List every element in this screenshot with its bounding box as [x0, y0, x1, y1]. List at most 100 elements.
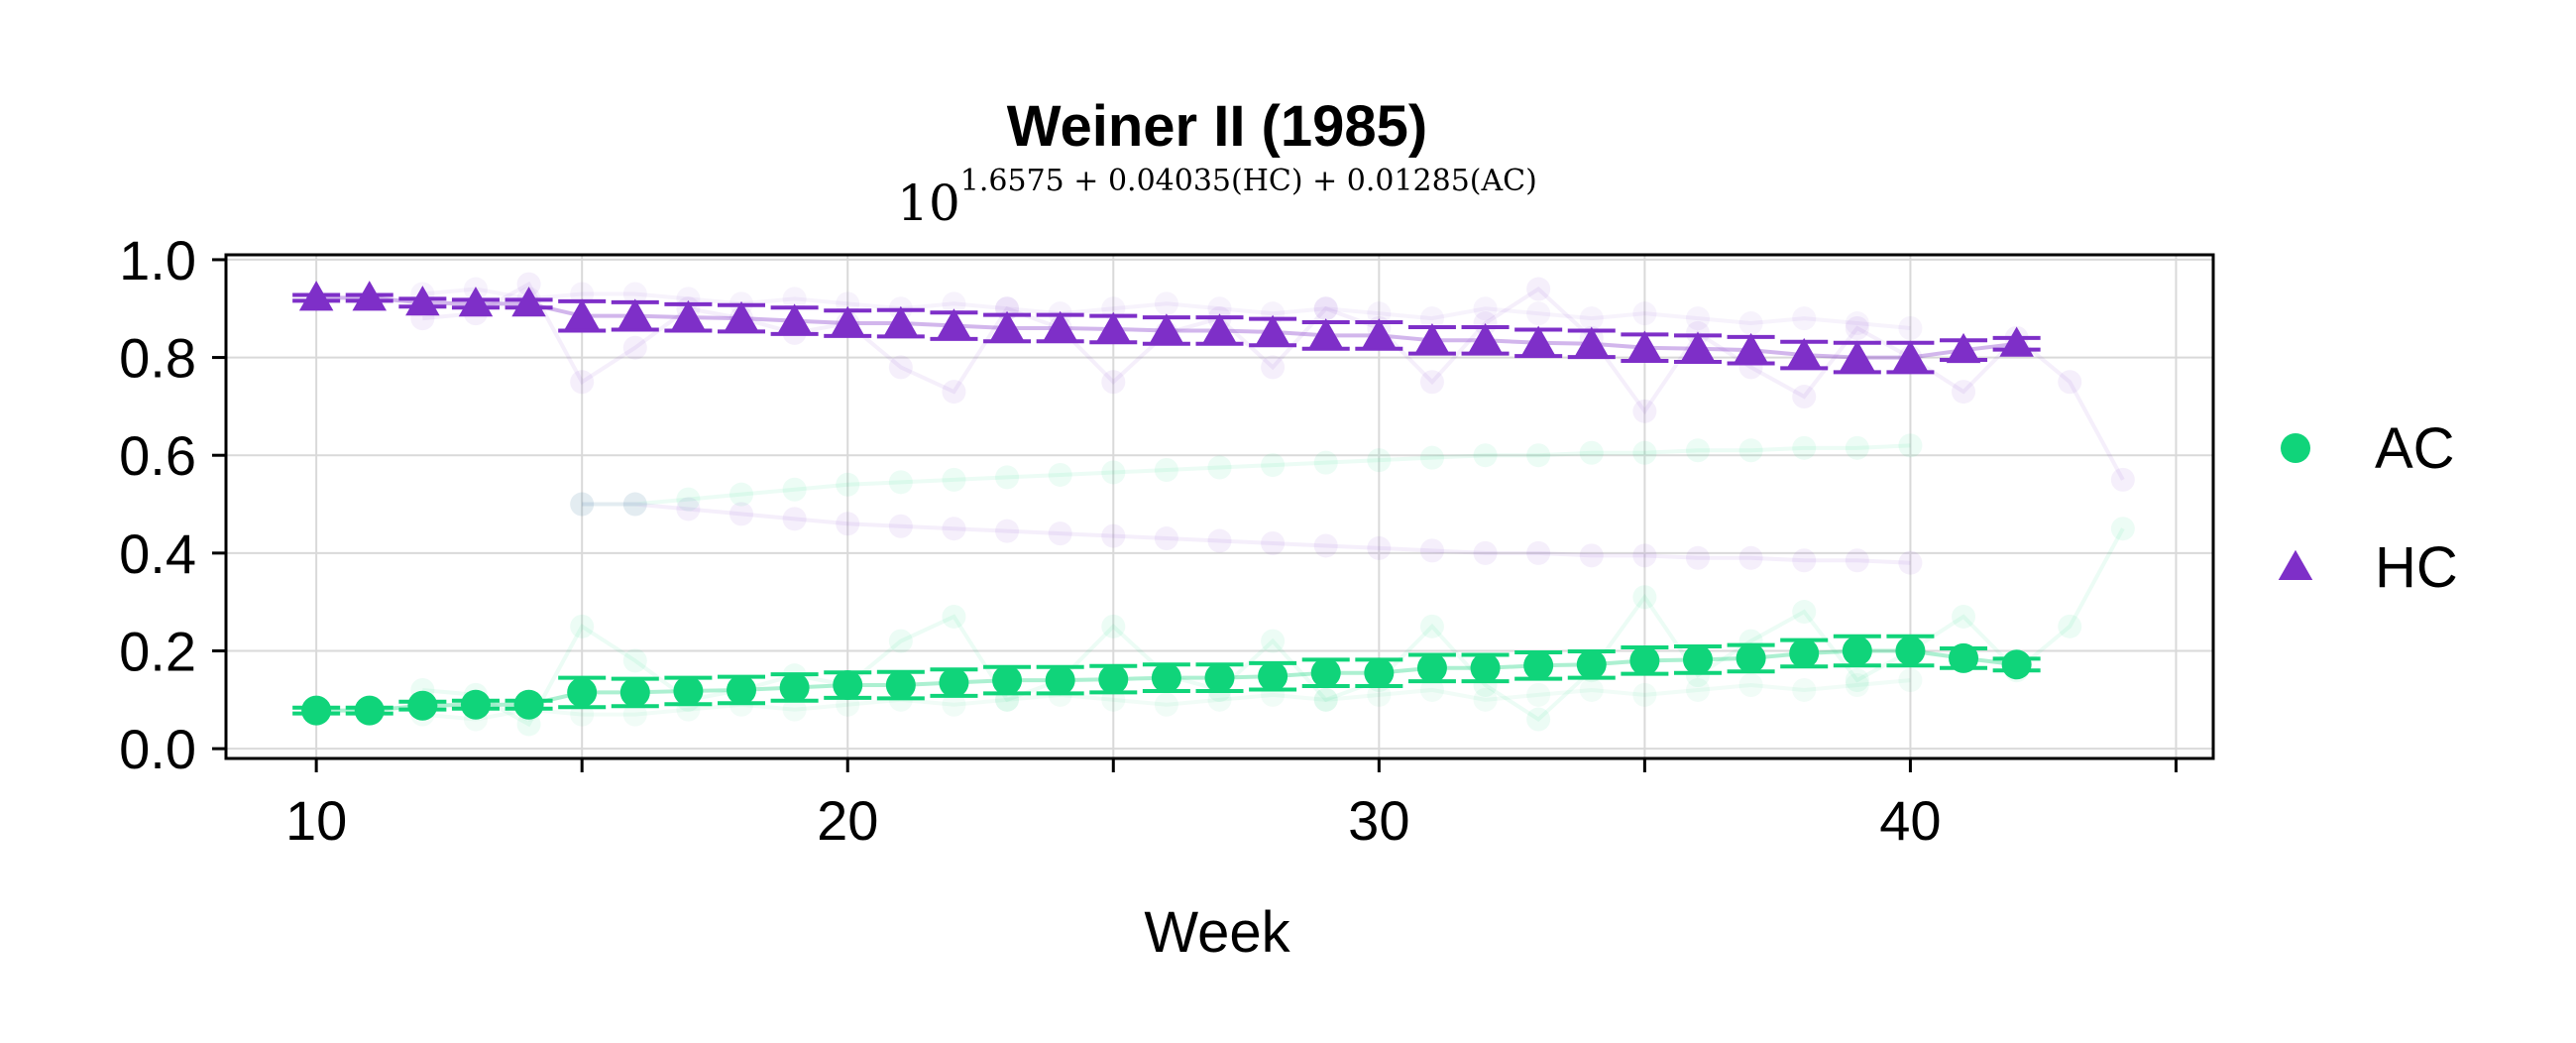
data-point-ac-2	[407, 690, 438, 721]
background-point-5-27	[1845, 311, 1869, 336]
background-point-4-19	[1419, 677, 1444, 702]
background-point-3-2	[516, 272, 541, 296]
background-point-4-20	[1473, 687, 1498, 712]
data-point-ac-22	[1470, 652, 1501, 683]
background-point-0-10	[1101, 460, 1126, 485]
background-point-0-13	[1261, 453, 1286, 478]
legend-marker-hc	[2278, 549, 2313, 580]
background-line-0	[582, 443, 1911, 507]
background-point-3-16	[1261, 355, 1286, 380]
data-point-ac-13	[992, 665, 1023, 696]
y-tick-label-0: 0.0	[119, 718, 196, 780]
x-tick-label-2: 20	[817, 789, 878, 852]
data-point-hc-30	[1893, 340, 1928, 371]
background-line-4	[422, 678, 1911, 722]
background-point-0-15	[1367, 448, 1392, 473]
data-point-ac-4	[513, 689, 544, 720]
data-point-hc-27	[1734, 332, 1768, 364]
background-line-3	[422, 281, 2125, 481]
background-point-1-14	[1313, 533, 1338, 558]
chart-subtitle: 101.6575 + 0.04035(HC) + 0.01285(AC)	[897, 164, 1537, 232]
background-point-3-32	[2110, 467, 2135, 492]
data-point-hc-1	[352, 281, 387, 311]
data-point-ac-5	[567, 677, 598, 708]
background-point-3-29	[1952, 380, 1976, 405]
background-point-0-23	[1792, 435, 1817, 460]
data-point-hc-26	[1680, 331, 1716, 362]
data-point-hc-19	[1308, 318, 1343, 349]
data-point-hc-32	[1999, 326, 2034, 357]
x-tick-label-0: 10	[285, 789, 347, 852]
background-point-1-7	[942, 517, 966, 541]
background-point-0-5	[836, 472, 860, 497]
background-point-4-28	[1898, 668, 1923, 693]
background-point-4-15	[1207, 687, 1232, 712]
background-point-5-21	[1526, 301, 1551, 326]
background-point-3-9	[888, 355, 913, 380]
data-point-ac-8	[727, 674, 757, 705]
background-point-4-14	[1154, 692, 1178, 717]
background-point-0-2	[676, 487, 701, 512]
background-point-5-20	[1473, 296, 1498, 321]
data-point-ac-29	[1842, 636, 1872, 666]
background-line-5	[422, 287, 1911, 330]
data-point-hc-13	[989, 310, 1025, 341]
data-point-hc-15	[1096, 311, 1131, 342]
data-point-hc-5	[564, 298, 600, 329]
background-point-0-20	[1632, 440, 1657, 465]
background-point-5-18	[1367, 301, 1392, 326]
y-tick-label-2: 0.4	[119, 522, 196, 585]
background-point-1-24	[1845, 548, 1869, 573]
background-point-1-13	[1261, 530, 1286, 555]
background-series-1	[570, 492, 1923, 575]
series-hc	[292, 281, 2041, 375]
background-point-0-17	[1473, 443, 1498, 468]
y-tick-label-4: 0.8	[119, 327, 196, 390]
background-point-4-25	[1738, 673, 1763, 698]
background-point-2-31	[2058, 614, 2082, 638]
background-point-3-13	[1101, 370, 1126, 395]
data-point-hc-16	[1149, 313, 1184, 344]
background-point-4-27	[1845, 673, 1869, 698]
background-point-2-13	[1101, 614, 1126, 638]
background-point-1-5	[836, 512, 860, 536]
data-point-hc-14	[1043, 310, 1077, 341]
background-point-0-8	[995, 465, 1020, 490]
background-point-2-21	[1526, 707, 1551, 732]
legend-label-ac: AC	[2375, 416, 2455, 481]
background-point-2-29	[1952, 604, 1976, 629]
background-point-3-21	[1526, 277, 1551, 301]
background-point-3-19	[1419, 370, 1444, 395]
data-point-ac-28	[1789, 637, 1820, 668]
background-point-1-16	[1419, 538, 1444, 563]
background-point-1-1	[622, 492, 647, 517]
background-point-0-11	[1154, 458, 1178, 483]
background-point-1-23	[1792, 548, 1817, 573]
background-line-2	[422, 527, 2125, 728]
y-axis: 0.0 0.2 0.4 0.6 0.8 1.0	[119, 229, 226, 780]
legend-item-hc: HC	[2278, 535, 2458, 600]
background-point-5-10	[942, 291, 966, 316]
plot-area	[224, 253, 2215, 760]
background-point-0-22	[1738, 438, 1763, 463]
data-point-hc-17	[1202, 313, 1237, 344]
background-point-2-17	[1313, 687, 1338, 712]
background-point-1-9	[1048, 522, 1072, 546]
background-point-4-22	[1579, 677, 1604, 702]
y-tick-label-5: 1.0	[119, 229, 196, 291]
background-point-5-7	[782, 287, 807, 311]
background-point-3-20	[1473, 311, 1498, 336]
x-tick-label-4: 30	[1348, 789, 1409, 852]
data-point-ac-26	[1682, 644, 1713, 675]
data-point-hc-10	[830, 305, 865, 336]
data-point-ac-27	[1736, 642, 1766, 673]
data-point-ac-14	[1045, 665, 1075, 696]
data-point-hc-22	[1468, 323, 1503, 354]
background-point-5-4	[622, 282, 647, 306]
background-point-0-24	[1845, 435, 1869, 460]
data-point-ac-12	[939, 667, 969, 698]
data-point-hc-2	[405, 286, 440, 316]
data-point-ac-30	[1895, 636, 1926, 666]
background-line-1	[582, 502, 1911, 565]
